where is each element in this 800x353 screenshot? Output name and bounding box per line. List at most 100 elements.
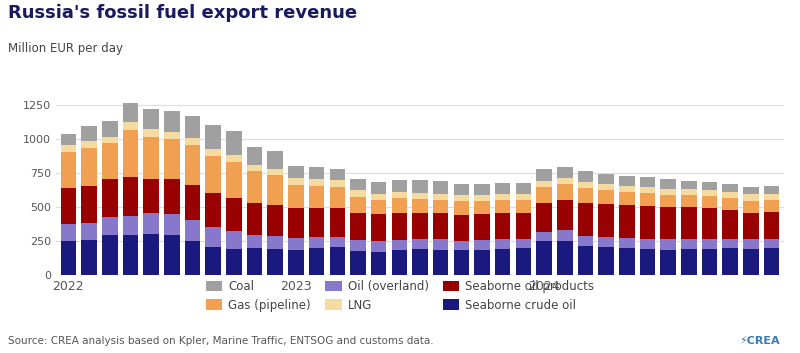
Bar <box>495 213 510 239</box>
Bar <box>516 194 531 200</box>
Bar <box>102 121 118 137</box>
Bar <box>82 240 97 275</box>
Bar <box>330 187 345 208</box>
Bar <box>391 250 407 275</box>
Bar <box>743 187 758 195</box>
Bar <box>536 232 552 241</box>
Bar <box>536 203 552 232</box>
Bar <box>226 131 242 155</box>
Bar <box>681 239 697 249</box>
Bar <box>474 214 490 240</box>
Bar <box>412 180 428 193</box>
Bar <box>722 184 738 192</box>
Bar <box>122 178 138 216</box>
Bar <box>412 199 428 213</box>
Bar <box>474 184 490 195</box>
Bar <box>143 109 159 129</box>
Bar <box>661 189 676 195</box>
Bar <box>661 195 676 207</box>
Bar <box>474 250 490 275</box>
Bar <box>330 208 345 237</box>
Bar <box>371 200 386 214</box>
Bar <box>516 200 531 213</box>
Bar <box>61 134 76 145</box>
Bar <box>164 214 179 234</box>
Bar <box>226 162 242 198</box>
Bar <box>536 187 552 203</box>
Bar <box>61 241 76 275</box>
Bar <box>143 137 159 179</box>
Bar <box>102 137 118 143</box>
Bar <box>557 167 573 178</box>
Bar <box>764 239 779 248</box>
Bar <box>598 247 614 275</box>
Bar <box>206 247 221 275</box>
Bar <box>61 188 76 225</box>
Bar <box>288 238 304 250</box>
Bar <box>371 182 386 194</box>
Bar <box>412 249 428 275</box>
Bar <box>764 200 779 212</box>
Bar <box>661 207 676 239</box>
Bar <box>495 183 510 194</box>
Bar <box>764 248 779 275</box>
Bar <box>764 186 779 194</box>
Bar <box>350 197 366 213</box>
Bar <box>371 241 386 252</box>
Bar <box>82 142 97 148</box>
Bar <box>246 164 262 171</box>
Bar <box>681 207 697 239</box>
Text: Million EUR per day: Million EUR per day <box>8 42 123 55</box>
Bar <box>433 194 449 200</box>
Bar <box>722 192 738 198</box>
Bar <box>743 195 758 201</box>
Bar <box>454 201 469 215</box>
Bar <box>82 148 97 186</box>
Bar <box>619 238 634 248</box>
Bar <box>474 240 490 250</box>
Bar <box>702 190 718 196</box>
Bar <box>226 249 242 275</box>
Bar <box>619 192 634 205</box>
Bar <box>371 252 386 275</box>
Bar <box>143 213 159 234</box>
Bar <box>516 213 531 239</box>
Bar <box>122 235 138 275</box>
Bar <box>433 250 449 275</box>
Bar <box>557 178 573 184</box>
Bar <box>640 178 655 187</box>
Bar <box>122 216 138 235</box>
Bar <box>267 205 283 236</box>
Bar <box>267 175 283 205</box>
Bar <box>578 236 594 246</box>
Bar <box>371 214 386 241</box>
Bar <box>681 189 697 195</box>
Bar <box>267 236 283 249</box>
Bar <box>661 250 676 275</box>
Bar <box>164 132 179 139</box>
Bar <box>640 249 655 275</box>
Bar <box>454 250 469 275</box>
Bar <box>185 138 200 145</box>
Bar <box>681 195 697 207</box>
Bar <box>702 239 718 249</box>
Bar <box>185 145 200 185</box>
Bar <box>226 231 242 249</box>
Bar <box>102 179 118 217</box>
Bar <box>164 139 179 179</box>
Bar <box>516 239 531 248</box>
Bar <box>640 187 655 193</box>
Bar <box>722 210 738 239</box>
Bar <box>309 167 324 179</box>
Bar <box>557 200 573 231</box>
Bar <box>206 125 221 149</box>
Bar <box>61 145 76 151</box>
Bar <box>288 208 304 238</box>
Bar <box>578 188 594 203</box>
Bar <box>185 220 200 241</box>
Bar <box>433 214 449 239</box>
Bar <box>122 103 138 122</box>
Bar <box>619 205 634 238</box>
Bar <box>495 249 510 275</box>
Bar <box>764 212 779 239</box>
